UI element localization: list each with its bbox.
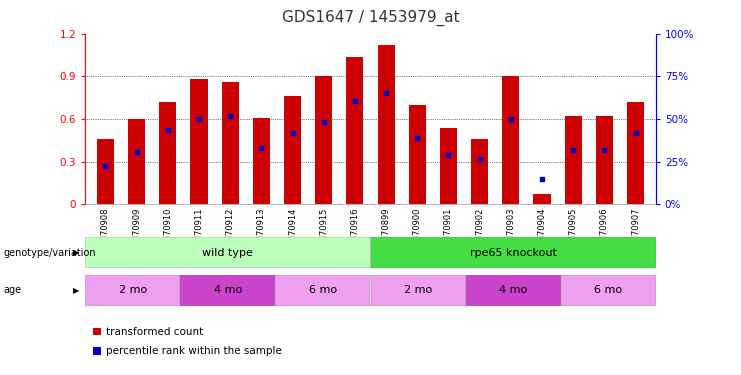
Bar [159, 102, 176, 204]
Text: rpe65 knockout: rpe65 knockout [470, 248, 556, 258]
Text: 6 mo: 6 mo [309, 285, 337, 295]
Bar [596, 116, 613, 204]
Bar [93, 328, 101, 335]
Bar [440, 128, 457, 204]
Bar [222, 82, 239, 204]
Bar [97, 139, 114, 204]
Text: age: age [4, 285, 21, 295]
Bar [471, 139, 488, 204]
Bar [85, 237, 370, 268]
Bar [128, 119, 145, 204]
Bar [370, 237, 656, 268]
Text: 2 mo: 2 mo [404, 285, 432, 295]
Bar [276, 275, 370, 306]
Bar [465, 275, 561, 306]
Bar [561, 275, 656, 306]
Text: GDS1647 / 1453979_at: GDS1647 / 1453979_at [282, 9, 459, 26]
Bar [180, 275, 276, 306]
Text: transformed count: transformed count [106, 327, 203, 337]
Bar [534, 194, 551, 204]
Text: 2 mo: 2 mo [119, 285, 147, 295]
Bar [370, 275, 465, 306]
Text: wild type: wild type [202, 248, 253, 258]
Bar [502, 76, 519, 204]
Bar [284, 96, 301, 204]
Bar [377, 45, 395, 204]
Bar [565, 116, 582, 204]
Bar [85, 275, 180, 306]
Bar [627, 102, 644, 204]
Text: 6 mo: 6 mo [594, 285, 622, 295]
Bar [93, 347, 101, 355]
Text: percentile rank within the sample: percentile rank within the sample [106, 346, 282, 356]
Bar [346, 57, 364, 204]
Bar [253, 118, 270, 204]
Text: 4 mo: 4 mo [213, 285, 242, 295]
Text: 4 mo: 4 mo [499, 285, 528, 295]
Text: genotype/variation: genotype/variation [4, 248, 96, 258]
Bar [409, 105, 426, 204]
Bar [315, 76, 332, 204]
Text: ▶: ▶ [73, 248, 79, 257]
Text: ▶: ▶ [73, 286, 79, 295]
Bar [190, 79, 207, 204]
